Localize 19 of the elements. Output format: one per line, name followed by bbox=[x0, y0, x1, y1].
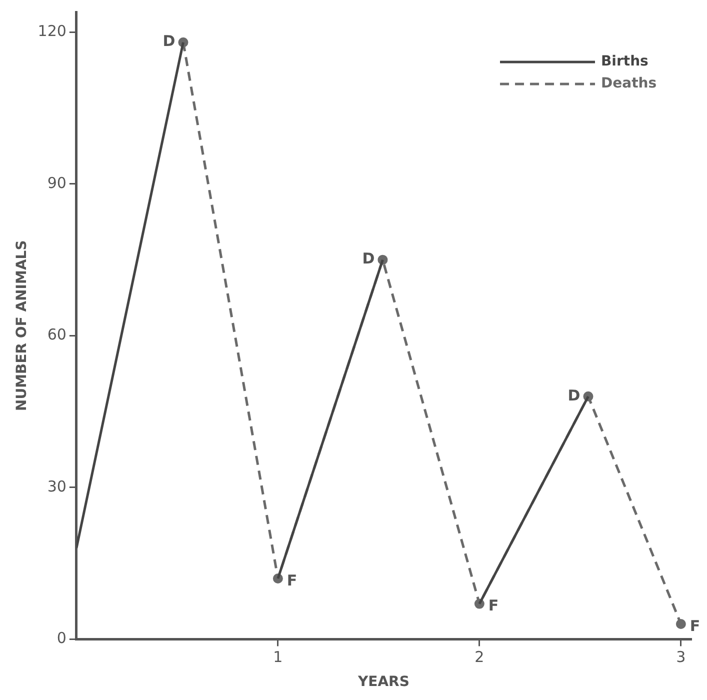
x-tick-label: 3 bbox=[676, 648, 686, 666]
text: Births bbox=[601, 54, 648, 70]
point bbox=[676, 619, 686, 630]
annotation: D bbox=[362, 250, 375, 268]
text: Deaths bbox=[601, 76, 657, 92]
y-tick-label: 90 bbox=[47, 174, 66, 192]
y-tick-label: 60 bbox=[47, 326, 66, 344]
annotation: F bbox=[286, 571, 298, 590]
y-tick-label: 120 bbox=[38, 22, 66, 40]
annotation: F bbox=[488, 596, 499, 615]
y-tick-label: 30 bbox=[47, 477, 66, 496]
x-tick-label: 1 bbox=[273, 648, 283, 666]
x-axis-title: YEARS bbox=[357, 674, 410, 690]
y-tick-label: 0 bbox=[56, 629, 66, 648]
y-axis-title: NUMBER OF ANIMALS bbox=[14, 240, 30, 411]
annotation: F bbox=[690, 616, 700, 635]
annotation: D bbox=[568, 386, 580, 404]
x-tick-label: 2 bbox=[474, 648, 484, 666]
annotation: D bbox=[162, 32, 176, 50]
